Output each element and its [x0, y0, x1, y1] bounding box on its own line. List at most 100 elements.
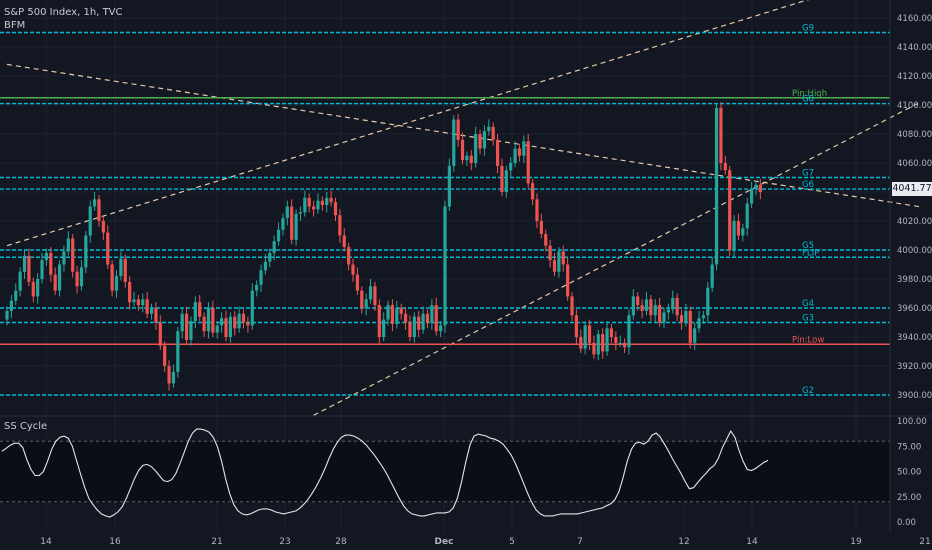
candle-body	[211, 308, 215, 333]
candle-body	[399, 308, 403, 314]
candle-body	[583, 325, 587, 349]
price-tick-label: 4120.00	[897, 72, 932, 82]
level-label: FLIP	[802, 248, 819, 258]
candle-body	[574, 315, 578, 337]
candle-body	[149, 308, 154, 314]
candle-body	[198, 302, 202, 317]
candle-body	[425, 313, 430, 323]
candle-body	[22, 255, 27, 272]
candlestick-series	[5, 102, 762, 391]
candle-body	[49, 252, 53, 275]
study-label: BFM	[4, 20, 26, 31]
candle-body	[259, 270, 263, 285]
level-label: G2	[802, 386, 814, 396]
candle-body	[215, 325, 219, 333]
candle-body	[412, 316, 416, 337]
level-label: Pin:High	[792, 89, 827, 99]
time-tick-label: 28	[335, 537, 347, 547]
candle-body	[263, 261, 268, 271]
candle-body	[522, 141, 526, 156]
trendlines	[6, 0, 921, 416]
candle-body	[285, 206, 289, 219]
candle-body	[272, 241, 276, 253]
candle-body	[31, 281, 35, 297]
candle-body	[640, 305, 644, 311]
candle-body	[18, 271, 22, 291]
candle-body	[679, 315, 684, 323]
candle-body	[281, 218, 285, 230]
candle-body	[250, 290, 254, 326]
candle-body	[303, 197, 307, 213]
candle-body	[14, 290, 18, 301]
candle-body	[592, 342, 596, 355]
time-tick-label: 23	[279, 537, 290, 547]
candle-body	[246, 322, 250, 326]
candle-body	[158, 322, 162, 346]
candle-body	[447, 165, 451, 207]
candle-body	[141, 299, 145, 306]
time-axis[interactable]: 14 16 21 23 28 Dec 5 7 12 14 19 21	[40, 537, 930, 547]
candle-body	[456, 119, 460, 140]
candle-body	[509, 163, 513, 171]
candle-body	[79, 267, 84, 287]
candle-body	[491, 126, 495, 140]
time-tick-label: 12	[678, 537, 689, 547]
oscillator-line	[1, 428, 769, 518]
candle-body	[110, 264, 114, 291]
candle-body	[9, 300, 13, 311]
candle-body	[136, 299, 140, 306]
time-tick-label: 7	[577, 537, 583, 547]
candle-body	[736, 221, 741, 236]
candle-body	[750, 189, 754, 204]
candle-body	[622, 342, 627, 348]
time-tick-label: Dec	[435, 537, 454, 547]
candle-body	[66, 238, 70, 252]
candle-body	[417, 316, 421, 330]
candle-body	[163, 345, 167, 366]
candle-body	[469, 155, 473, 163]
candle-body	[570, 296, 574, 316]
candle-body	[487, 126, 491, 132]
oscillator-tick-label: 25.00	[897, 493, 921, 503]
candle-body	[62, 251, 66, 265]
candle-body	[618, 342, 622, 344]
candle-body	[684, 310, 688, 323]
candle-body	[601, 334, 605, 352]
oscillator-title: SS Cycle	[4, 421, 48, 432]
time-tick-label: 14	[746, 537, 758, 547]
candle-body	[316, 200, 320, 210]
candle-body	[167, 366, 171, 384]
candle-body	[741, 228, 745, 236]
time-tick-label: 16	[109, 537, 121, 547]
candle-body	[84, 235, 88, 268]
candle-body	[758, 184, 762, 192]
chart-title: S&P 500 Index, 1h, TVC	[4, 7, 123, 18]
candle-body	[636, 296, 640, 306]
candle-body	[662, 312, 666, 323]
price-tick-label: 4100.00	[897, 101, 932, 111]
candle-body	[75, 271, 79, 287]
candle-body	[180, 313, 184, 332]
candle-body	[587, 325, 592, 343]
candle-body	[408, 322, 412, 337]
candle-body	[395, 308, 399, 324]
candle-body	[154, 308, 158, 323]
candle-body	[101, 221, 105, 233]
level-label: G9	[802, 24, 814, 34]
candle-body	[128, 281, 132, 303]
last-price-tag: 4041.77	[892, 182, 932, 196]
candle-body	[430, 305, 434, 323]
candle-body	[71, 238, 75, 272]
candle-body	[57, 264, 62, 291]
candle-body	[561, 251, 565, 265]
candle-body	[241, 313, 246, 323]
price-tick-label: 4080.00	[897, 130, 932, 140]
candle-body	[500, 165, 504, 192]
candle-body	[544, 234, 548, 246]
price-tick-label: 3960.00	[897, 304, 932, 314]
candle-body	[373, 286, 377, 306]
candle-body	[653, 305, 657, 316]
candle-body	[644, 299, 649, 311]
candle-body	[579, 337, 583, 349]
